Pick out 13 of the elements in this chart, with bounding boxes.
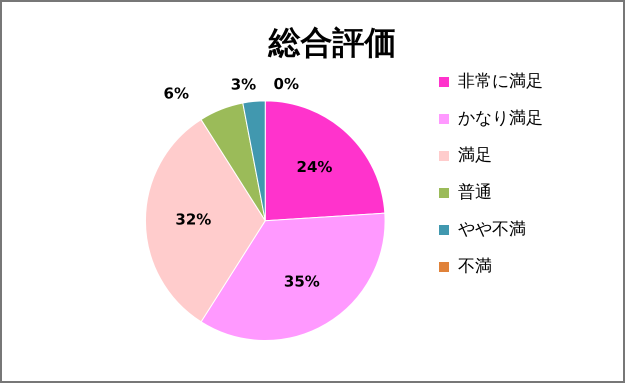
legend-label: 普通 [458, 182, 492, 202]
chart-title: 総合評価 [268, 24, 396, 62]
legend-label: かなり満足 [458, 108, 543, 128]
data-label: 35% [284, 272, 320, 290]
text: 0% [274, 74, 299, 93]
legend-label: 満足 [458, 145, 492, 166]
legend-label: 不満 [458, 256, 492, 276]
legend-label: やや不満 [458, 219, 526, 240]
data-label: 6% [164, 84, 189, 102]
data-label: 32% [175, 210, 212, 229]
data-label: 3% [230, 75, 256, 94]
legend-label: 非常に満足 [458, 71, 543, 92]
data-label: 24% [296, 158, 332, 176]
